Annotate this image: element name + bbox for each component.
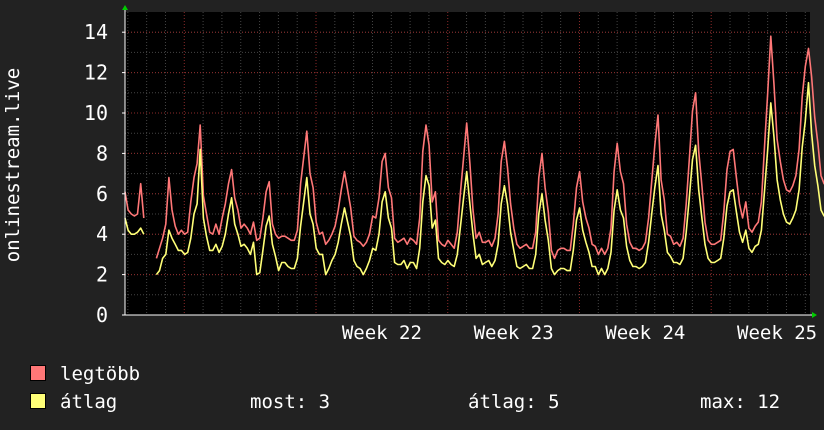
y-axis-label: onlinestream.live bbox=[2, 68, 24, 262]
y-tick-label: 12 bbox=[84, 61, 108, 85]
legend-item-atlag: átlag most: 3 átlag: 5 max: 12 bbox=[30, 390, 800, 414]
stat-average: átlag: 5 bbox=[468, 391, 560, 413]
y-tick-label: 6 bbox=[96, 182, 108, 206]
axis-layer: 0 2 4 6 8 10 12 14 Week 22 Week 23 Week 24 Week 25 bbox=[84, 5, 817, 344]
y-tick-label: 14 bbox=[84, 20, 108, 44]
legend-label-atlag: átlag bbox=[60, 391, 118, 413]
x-tick-label: Week 22 bbox=[342, 322, 422, 344]
legend: legtöbb átlag most: 3 átlag: 5 max: 12 bbox=[30, 362, 800, 422]
series-line-legtöbb bbox=[124, 35, 824, 260]
x-axis-arrow-icon bbox=[812, 312, 817, 318]
x-tick-label: Week 23 bbox=[474, 322, 554, 344]
y-tick-label: 4 bbox=[96, 222, 108, 246]
y-tick-label: 8 bbox=[96, 141, 108, 165]
series-layer bbox=[124, 35, 824, 276]
stat-max: max: 12 bbox=[700, 391, 781, 413]
atlag-swatch bbox=[30, 393, 46, 409]
y-axis-arrow-icon bbox=[122, 5, 128, 10]
series-line-átlag bbox=[124, 81, 824, 276]
x-tick-label: Week 24 bbox=[605, 322, 685, 344]
plot-area-background bbox=[125, 12, 810, 315]
stat-current: most: 3 bbox=[250, 391, 331, 413]
legtobb-swatch bbox=[30, 365, 46, 381]
x-tick-label: Week 25 bbox=[737, 322, 817, 344]
y-tick-label: 0 bbox=[96, 303, 108, 327]
y-tick-label: 10 bbox=[84, 101, 108, 125]
y-tick-label: 2 bbox=[96, 263, 108, 287]
legend-item-legtobb: legtöbb bbox=[30, 362, 800, 386]
legend-label-legtobb: legtöbb bbox=[60, 363, 141, 385]
